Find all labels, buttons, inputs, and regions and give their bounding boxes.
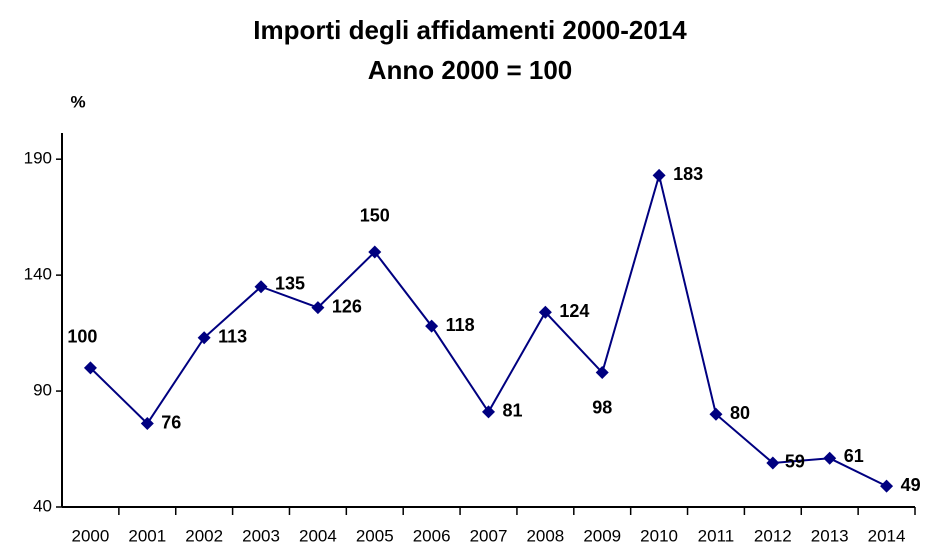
x-tick-label: 2000	[72, 526, 110, 544]
line	[89, 171, 888, 488]
x-tick-label: 2006	[413, 526, 451, 544]
x-tick-label: 2014	[868, 526, 906, 544]
value-label: 61	[844, 446, 864, 466]
marker	[83, 361, 97, 375]
value-label: 49	[901, 475, 921, 495]
x-tick-label: 2010	[640, 526, 678, 544]
marker	[254, 280, 268, 294]
value-label: 126	[332, 296, 362, 316]
x-tick-label: 2013	[811, 526, 849, 544]
marker	[880, 479, 894, 493]
y-tick-label: 90	[33, 381, 52, 400]
marker	[197, 331, 211, 345]
marker	[140, 417, 154, 431]
marker	[823, 451, 837, 465]
value-label: 81	[503, 401, 523, 421]
y-tick-label: 190	[24, 149, 52, 168]
marker	[652, 168, 666, 182]
value-label: 135	[275, 273, 305, 293]
x-tick-label: 2009	[583, 526, 621, 544]
value-label: 98	[592, 397, 612, 417]
y-tick-label: 40	[33, 496, 52, 515]
x-tick-label: 2007	[470, 526, 508, 544]
value-label: 150	[360, 206, 390, 226]
x-tick-label: 2008	[526, 526, 564, 544]
marker	[709, 407, 723, 421]
value-label: 183	[673, 164, 703, 184]
value-label: 113	[218, 326, 247, 346]
value-label: 124	[559, 301, 589, 321]
value-label: 100	[67, 327, 97, 347]
chart-title: Importi degli affidamenti 2000-2014	[253, 15, 687, 45]
marker	[425, 319, 439, 333]
x-tick-label: 2004	[299, 526, 337, 544]
x-tick-label: 2002	[185, 526, 223, 544]
x-tick-label: 2001	[128, 526, 166, 544]
marker	[766, 456, 780, 470]
marker	[368, 245, 382, 259]
chart-subtitle: Anno 2000 = 100	[368, 55, 573, 85]
x-tick-label: 2003	[242, 526, 280, 544]
marker	[311, 301, 325, 315]
marker	[538, 305, 552, 319]
value-label: 118	[446, 315, 475, 335]
x-tick-label: 2011	[698, 526, 735, 544]
x-tick-label: 2005	[356, 526, 394, 544]
value-label: 76	[161, 412, 181, 432]
marker	[482, 405, 495, 419]
value-label: 59	[785, 452, 805, 472]
x-tick-label: 2012	[754, 526, 792, 544]
y-axis-label: %	[70, 92, 85, 111]
y-tick-label: 140	[24, 265, 52, 284]
value-label: 80	[730, 403, 750, 423]
marker	[595, 366, 609, 380]
